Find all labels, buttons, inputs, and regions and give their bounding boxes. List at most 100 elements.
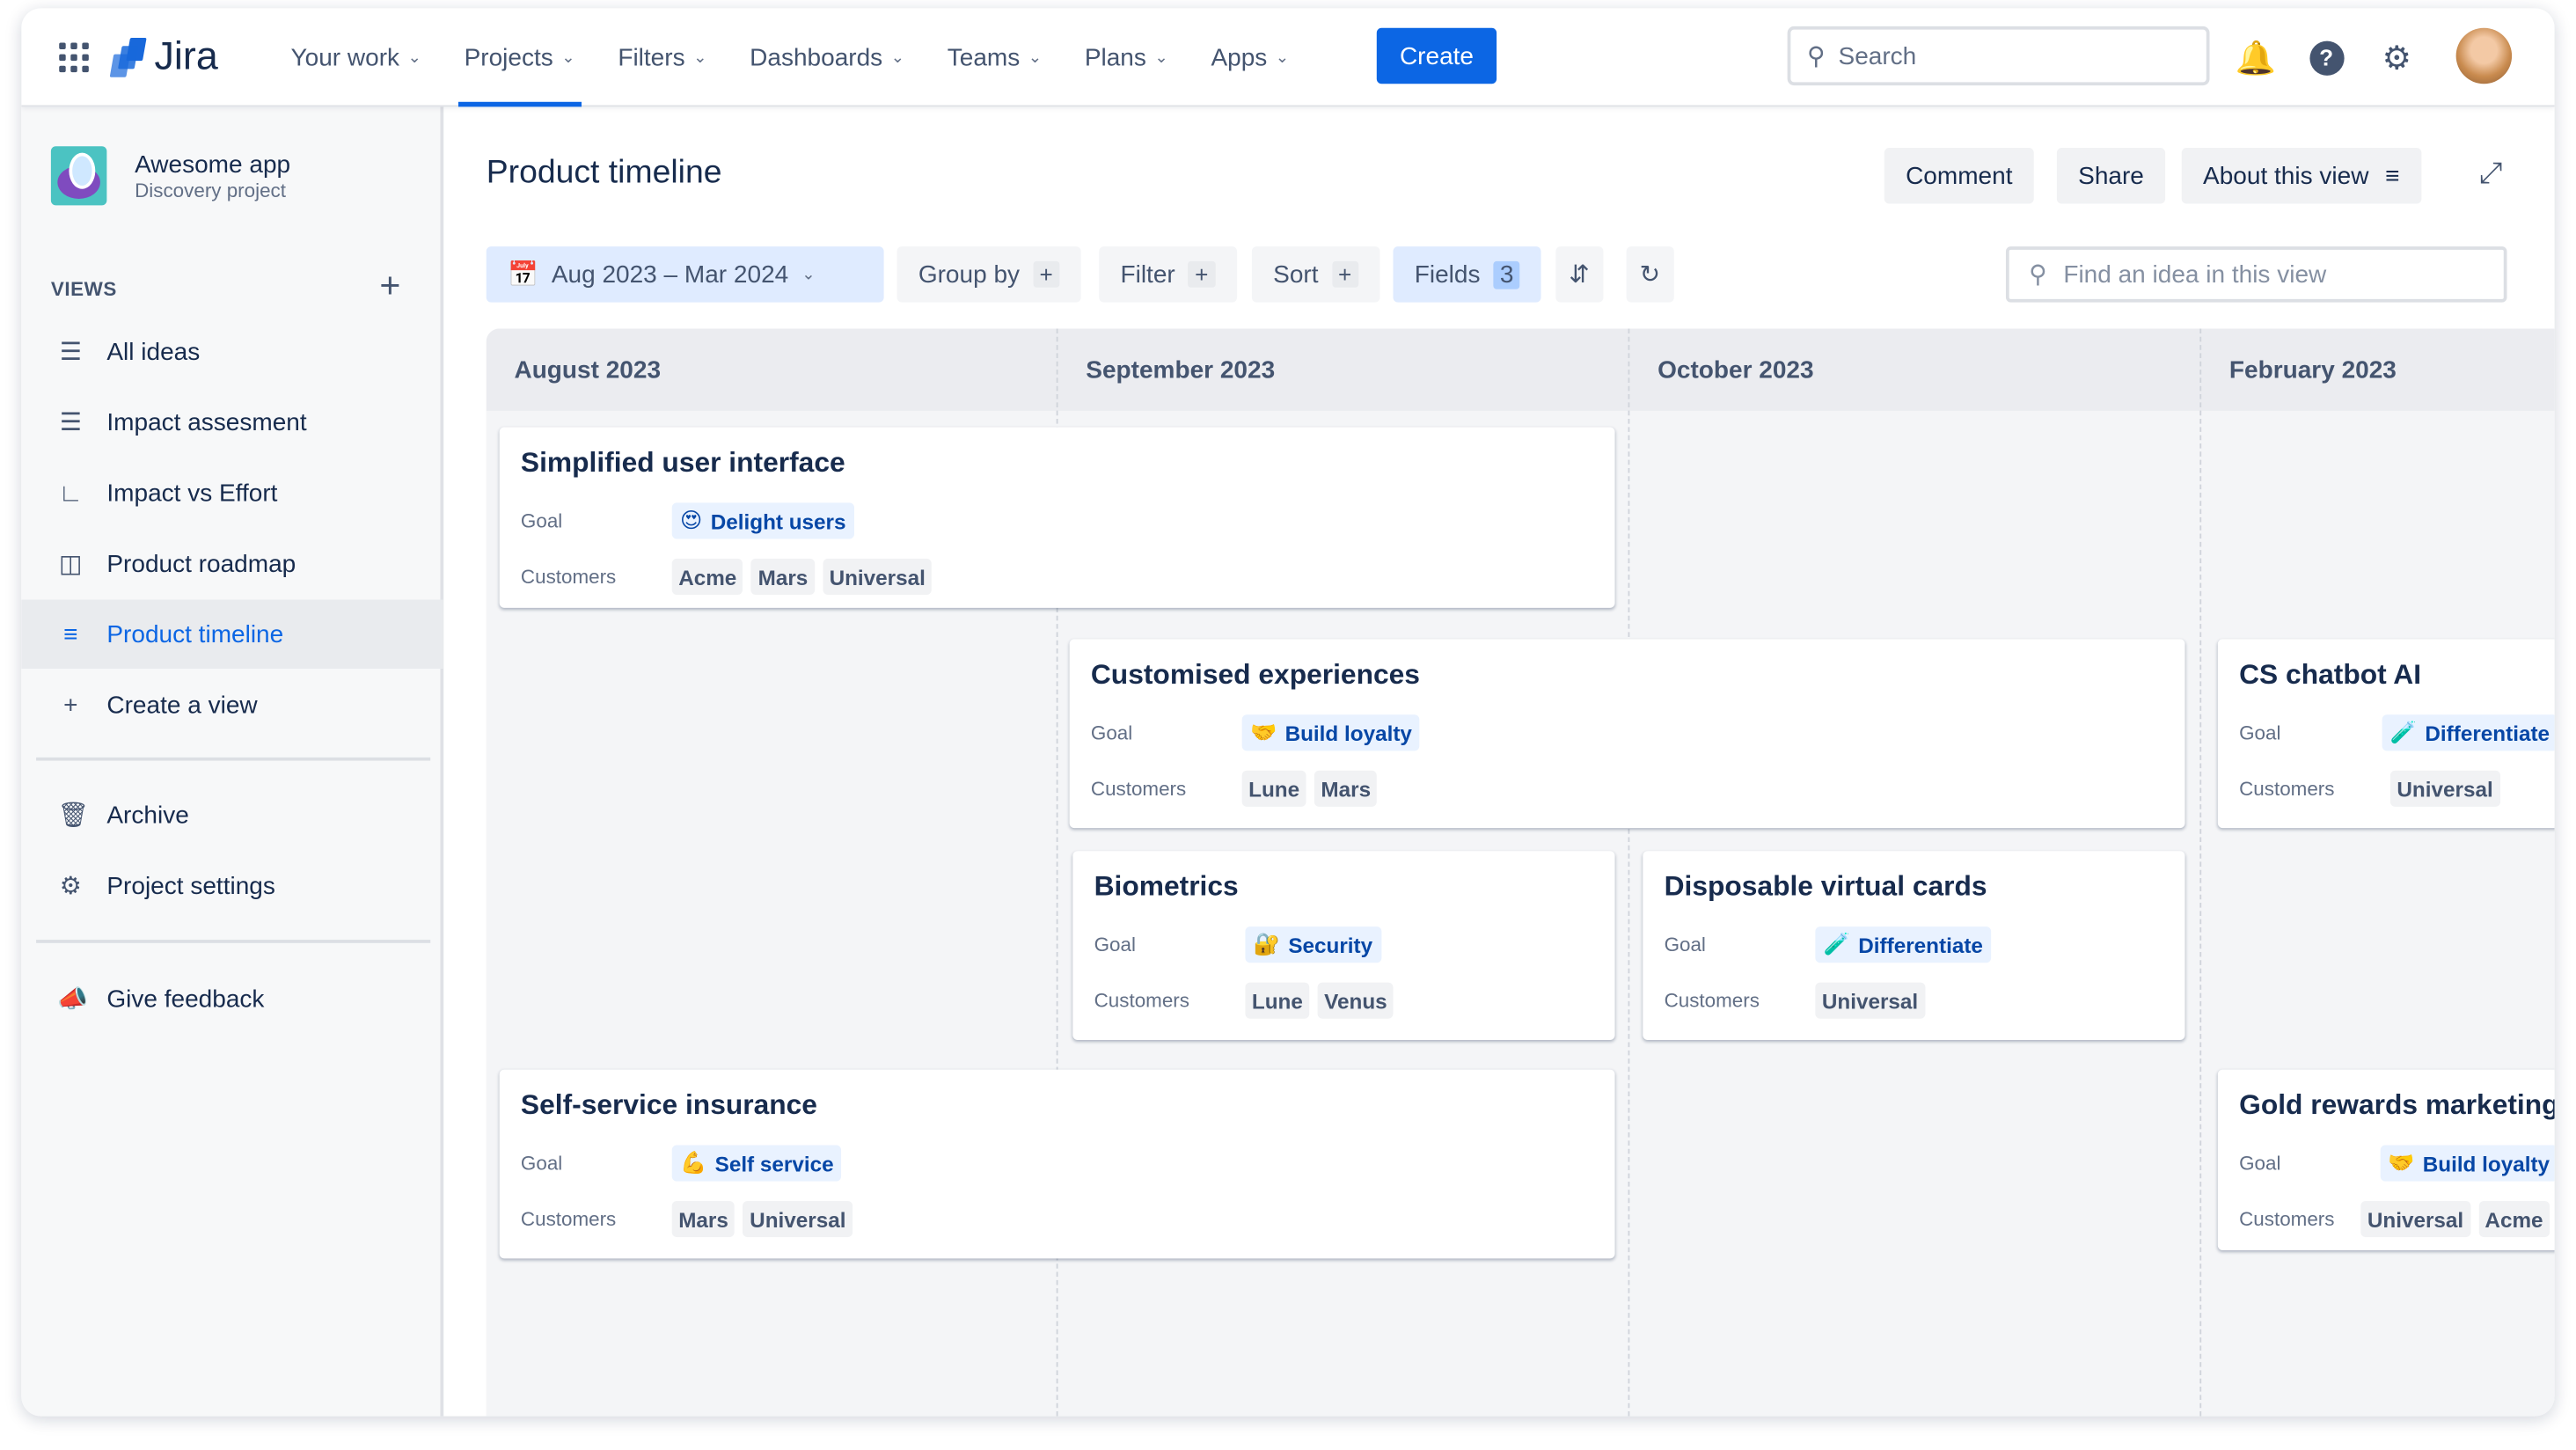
- menu-lines-icon: ≡: [2385, 161, 2400, 190]
- nav-label: Your work: [290, 43, 400, 72]
- add-view-icon[interactable]: +: [379, 264, 401, 306]
- give-feedback-label: Give feedback: [106, 985, 265, 1014]
- idea-title: Biometrics: [1094, 870, 1239, 903]
- timeline-header: [486, 328, 2555, 411]
- sidebar-item-impact-vs-effort[interactable]: ∟ Impact vs Effort: [21, 458, 443, 527]
- nav-projects[interactable]: Projects ⌄: [443, 8, 596, 107]
- density-button[interactable]: ⇵: [1555, 246, 1603, 303]
- goal-label: Goal: [1090, 721, 1133, 744]
- jira-logo-icon: [109, 37, 148, 77]
- nav-label: Apps: [1211, 43, 1268, 72]
- nav-plans[interactable]: Plans ⌄: [1064, 8, 1190, 106]
- nav-filters[interactable]: Filters ⌄: [596, 8, 728, 106]
- goal-badge: 🤝 Build loyalty: [2379, 1145, 2555, 1182]
- plus-icon: +: [1188, 260, 1215, 288]
- sidebar-item-label: Impact assesment: [106, 408, 307, 436]
- goal-emoji-icon: 🤝: [2388, 1150, 2415, 1175]
- sidebar-item-product-timeline[interactable]: ≡ Product timeline: [21, 599, 444, 669]
- sidebar-item-product-roadmap[interactable]: ◫ Product roadmap: [21, 529, 443, 597]
- customers-label: Customers: [520, 565, 617, 589]
- auto-arrange-button[interactable]: ↻: [1626, 246, 1673, 303]
- nav-your-work[interactable]: Your work ⌄: [269, 8, 443, 106]
- sidebar-item-impact-assesment[interactable]: ☰ Impact assesment: [21, 388, 443, 457]
- plus-icon: +: [1331, 260, 1358, 288]
- month-divider: [1056, 328, 1058, 1417]
- customer-tag: Lune: [1241, 770, 1306, 807]
- app-switcher-icon[interactable]: [59, 42, 89, 73]
- idea-card[interactable]: Customised experiences Goal 🤝 Build loyalt…: [1069, 639, 2185, 829]
- customer-tag: Universal: [1815, 982, 1925, 1019]
- user-avatar[interactable]: [2455, 27, 2513, 84]
- goal-text: Build loyalty: [1284, 720, 1412, 745]
- sync-icon: ↻: [1639, 260, 1661, 289]
- sidebar-item-label: All ideas: [106, 337, 201, 366]
- find-idea-input[interactable]: ⚲ Find an idea in this view: [2005, 246, 2507, 303]
- goal-emoji-icon: 💪: [680, 1150, 707, 1175]
- page-title: Product timeline: [486, 154, 722, 191]
- sort-button[interactable]: Sort +: [1251, 246, 1379, 303]
- filter-label: Filter: [1120, 260, 1175, 289]
- goal-emoji-icon: 🧪: [1823, 931, 1850, 956]
- give-feedback[interactable]: 📣 Give feedback: [21, 964, 443, 1033]
- project-name: Awesome app: [135, 150, 291, 179]
- divider: [36, 757, 431, 761]
- date-range-picker[interactable]: 📅 Aug 2023 – Mar 2024 ⌄: [486, 246, 884, 303]
- chevron-down-icon: ⌄: [890, 48, 905, 67]
- customer-tag: Mars: [1314, 770, 1378, 807]
- project-header[interactable]: Awesome app Discovery project: [50, 146, 291, 206]
- chevron-down-icon: ⌄: [1028, 48, 1043, 67]
- jira-logo[interactable]: Jira: [109, 34, 218, 80]
- customers-label: Customers: [1090, 777, 1187, 801]
- filter-button[interactable]: Filter +: [1099, 246, 1237, 303]
- idea-card[interactable]: CS chatbot AI Goal 🧪 Differentiate Custome…: [2217, 639, 2555, 829]
- goal-label: Goal: [2239, 1151, 2281, 1175]
- fields-button[interactable]: Fields 3: [1393, 246, 1542, 303]
- nav-teams[interactable]: Teams ⌄: [926, 8, 1063, 106]
- search-input[interactable]: ⚲ Search: [1787, 26, 2210, 86]
- customers-label: Customers: [1664, 989, 1760, 1013]
- goal-label: Goal: [520, 509, 563, 533]
- settings-icon[interactable]: ⚙: [2382, 40, 2412, 77]
- sidebar-item-create-a-view[interactable]: + Create a view: [21, 670, 443, 739]
- idea-card[interactable]: Self-service insurance Goal 💪 Self service…: [499, 1069, 1615, 1259]
- nav-label: Filters: [618, 43, 685, 72]
- nav-dashboards[interactable]: Dashboards ⌄: [728, 8, 926, 106]
- fields-label: Fields: [1414, 260, 1481, 289]
- nav-apps[interactable]: Apps ⌄: [1189, 8, 1310, 106]
- matrix-icon: ∟: [58, 479, 84, 508]
- about-view-button[interactable]: About this view ≡: [2181, 148, 2421, 204]
- nav-label: Projects: [464, 43, 553, 72]
- search-icon: ⚲: [2029, 260, 2047, 289]
- sidebar-item-project-settings[interactable]: ⚙ Project settings: [21, 851, 443, 919]
- gear-icon: ⚙: [59, 872, 82, 901]
- app-window: Jira Your work ⌄ Projects ⌄ Filters ⌄ Dashboar…: [21, 8, 2555, 1417]
- group-by-button[interactable]: Group by +: [896, 246, 1081, 303]
- month-header: February 2023: [2228, 355, 2397, 384]
- customers-label: Customers: [2239, 777, 2335, 801]
- top-nav: Jira Your work ⌄ Projects ⌄ Filters ⌄ Dashboar…: [21, 8, 2555, 107]
- sidebar-item-label: Project settings: [106, 871, 275, 900]
- customer-tag: Mars: [751, 558, 815, 595]
- help-icon[interactable]: ?: [2307, 38, 2346, 77]
- idea-card[interactable]: Biometrics Goal 🔐 Security Customers Lune Ve…: [1072, 851, 1615, 1041]
- notifications-icon[interactable]: 🔔: [2235, 40, 2277, 77]
- comment-button[interactable]: Comment: [1884, 148, 2034, 204]
- idea-card[interactable]: Disposable virtual cards Goal 🧪 Differenti…: [1643, 851, 2185, 1041]
- idea-card[interactable]: Simplified user interface Goal 😍 Delight u…: [499, 427, 1615, 608]
- sidebar-item-label: Product timeline: [106, 619, 284, 648]
- goal-text: Delight users: [710, 508, 846, 533]
- month-header: August 2023: [514, 355, 662, 384]
- customers-label: Customers: [1094, 989, 1189, 1013]
- goal-label: Goal: [1094, 933, 1136, 956]
- share-button[interactable]: Share: [2056, 148, 2166, 204]
- goal-text: Self service: [714, 1151, 834, 1176]
- expand-icon[interactable]: ⤢: [2478, 156, 2503, 189]
- idea-card[interactable]: Gold rewards marketing Goal 🤝 Build loyalt…: [2217, 1069, 2555, 1251]
- sidebar: Awesome app Discovery project VIEWS + ☰ Al…: [21, 106, 444, 1417]
- create-button[interactable]: Create: [1376, 27, 1497, 84]
- sidebar-item-archive[interactable]: 🗑 Archive: [21, 780, 443, 849]
- sidebar-item-all-ideas[interactable]: ☰ All ideas: [21, 317, 443, 385]
- customer-tag: Mars: [671, 1200, 735, 1238]
- timeline-icon: ≡: [63, 619, 78, 648]
- goal-emoji-icon: 🔐: [1253, 931, 1280, 956]
